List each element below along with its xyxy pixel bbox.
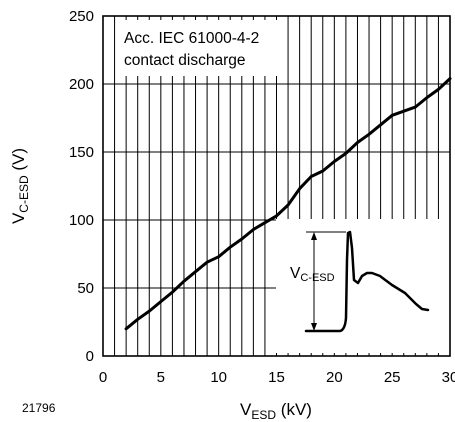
x-axis-label: VESD (kV): [240, 400, 312, 422]
x-tick-labels: 0 5 10 15 20 25 30: [99, 369, 455, 386]
x-tick-label: 20: [326, 369, 343, 386]
inset-waveform-curve: [304, 230, 430, 333]
x-tick-label: 5: [157, 369, 165, 386]
plot-frame: [102, 15, 451, 357]
y-tick-label: 200: [69, 76, 94, 93]
y-tick-label: 250: [69, 8, 94, 25]
y-axis-label: VC-ESD (V): [9, 148, 31, 224]
inset-label: VC-ESD: [290, 265, 335, 284]
annotation-box: [116, 20, 286, 76]
x-tick-label: 15: [268, 369, 285, 386]
y-tick-label: 150: [69, 144, 94, 161]
series-line: [124, 77, 452, 331]
y-tick-labels: 0 50 100 150 200 250: [69, 8, 94, 365]
x-tick-label: 0: [99, 369, 107, 386]
inset-background: [276, 219, 450, 353]
x-tick-label: 30: [442, 369, 455, 386]
y-tick-label: 0: [86, 348, 94, 365]
y-tick-label: 50: [77, 280, 94, 297]
inset-arrow-down: [311, 323, 317, 331]
inset-waveform: VC-ESD: [276, 219, 450, 353]
x-tick-label: 25: [384, 369, 401, 386]
annotation-line-1: Acc. IEC 61000-4-2: [124, 30, 259, 47]
inset-arrow-up: [311, 232, 317, 240]
figure-id: 21796: [22, 401, 56, 415]
annotation-line-2: contact discharge: [124, 52, 246, 69]
y-tick-label: 100: [69, 212, 94, 229]
x-tick-label: 10: [210, 369, 227, 386]
